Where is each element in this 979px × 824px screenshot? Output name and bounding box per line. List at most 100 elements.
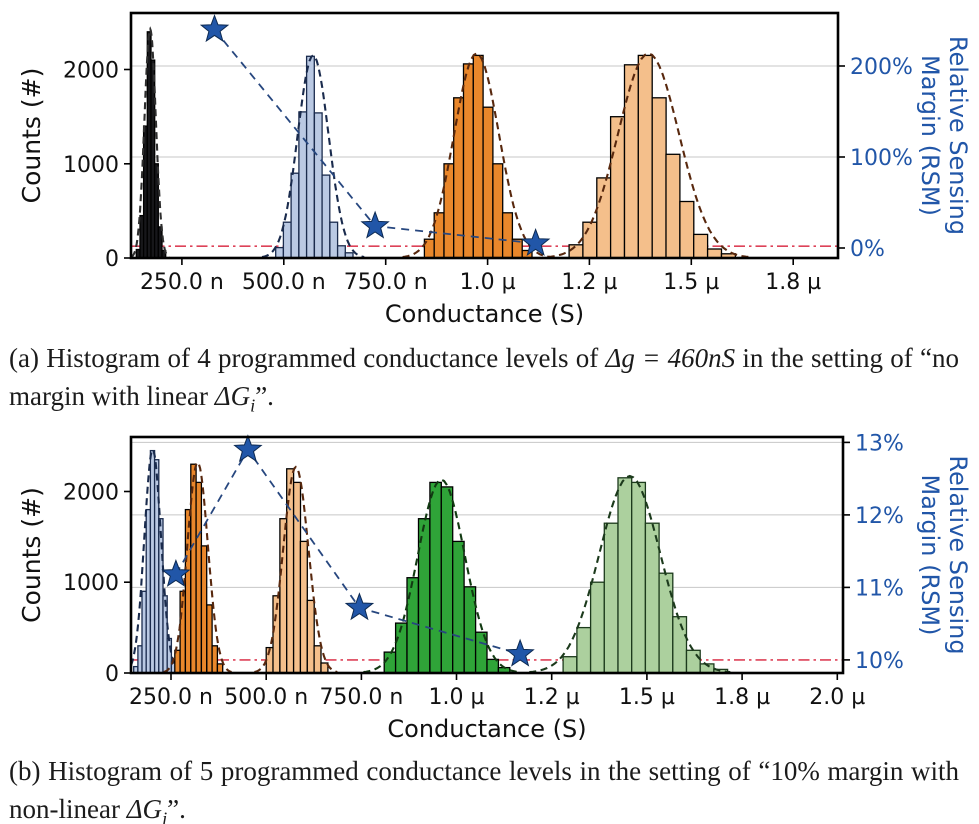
caption-b-text: (b) Histogram of 5 programmed conductanc…: [9, 755, 959, 824]
x-tick-label: 750.0 n: [344, 270, 428, 295]
counts-axis: 0 1000 2000 Counts (#): [17, 59, 131, 272]
histogram-bar: [394, 622, 408, 674]
counts-tick-label: 0: [105, 662, 119, 687]
rsm-star-marker: [360, 210, 390, 239]
rsm-star-marker: [161, 558, 191, 587]
gridlines: [131, 441, 843, 588]
rsm-tick-label: 12%: [855, 504, 904, 529]
histogram-level-4: [547, 52, 750, 259]
histogram-bar: [472, 54, 484, 259]
histogram-level-1: [130, 447, 181, 674]
x-axis: 250.0 n 500.0 n 750.0 n 1.0 µ 1.2 µ 1.5 µ 1.8 …: [140, 258, 821, 328]
x-axis: 250.0 n 500.0 n 750.0 n 1.0 µ 1.2 µ 1.5 µ 1.8 …: [129, 672, 865, 743]
histogram-level-5: [529, 474, 731, 674]
histogram-bar: [631, 481, 647, 674]
counts-tick-label: 2000: [63, 480, 119, 505]
histogram-bar: [279, 517, 288, 674]
rsm-star-marker: [520, 227, 551, 256]
x-tick-label: 1.0 µ: [429, 685, 485, 710]
histogram-level-3: [254, 465, 338, 674]
fit-curve-level-1: [130, 447, 181, 673]
x-tick-label: 1.8 µ: [714, 685, 770, 710]
histogram-bar: [275, 246, 285, 259]
histogram-bar: [582, 221, 598, 259]
histogram-bar: [576, 626, 592, 674]
histogram-bar: [501, 212, 514, 259]
caption-a-math-delta-G: ΔG: [214, 381, 251, 412]
histogram-bar: [452, 540, 465, 674]
histogram-bar: [190, 463, 197, 674]
x-tick-label: 1.0 µ: [460, 270, 516, 295]
fit-curve-level-4: [363, 478, 520, 673]
rsm-star-marker: [344, 592, 375, 621]
histogram-bar: [329, 221, 339, 259]
histogram-bar: [206, 604, 213, 674]
rsm-star-marker: [199, 14, 230, 43]
counts-axis-label: Counts (#): [17, 487, 46, 623]
histogram-level-2: [163, 460, 232, 674]
histogram-bar: [290, 172, 300, 259]
counts-axis: 0 1000 2000 Counts (#): [17, 480, 131, 687]
rsm-series: [199, 14, 551, 256]
histogram-bar: [623, 64, 640, 259]
rsm-series: [161, 434, 535, 667]
histogram-bar: [200, 545, 208, 674]
rsm-axis-label-line1: Relative Sensing: [944, 36, 972, 235]
histogram-bar: [462, 63, 474, 259]
histogram-bar: [216, 663, 224, 674]
rsm-tick-label: 0%: [850, 237, 885, 262]
histogram-bar: [406, 576, 420, 674]
histogram-bar: [562, 655, 578, 674]
histogram-bar: [486, 658, 500, 674]
histogram-bar: [568, 244, 584, 259]
caption-b-math-delta-G: ΔG: [126, 794, 163, 824]
counts-tick-label: 1000: [63, 571, 119, 596]
histogram-bar: [603, 522, 619, 674]
histogram-bar: [305, 55, 315, 259]
histogram-bar: [651, 97, 667, 259]
rsm-line: [175, 447, 521, 655]
histogram-bar: [617, 476, 633, 674]
rsm-star-marker: [233, 434, 263, 462]
histogram-bar: [482, 106, 494, 259]
histogram-bar: [306, 599, 315, 674]
histogram-bar: [589, 581, 605, 674]
counts-tick-label: 1000: [63, 153, 119, 178]
plot-border: [129, 11, 840, 260]
histogram-bar: [637, 54, 653, 259]
histogram-bar: [665, 153, 681, 259]
rsm-tick-label: 200%: [850, 55, 913, 80]
histogram-bar: [463, 585, 477, 674]
caption-b: (b) Histogram of 5 programmed conductanc…: [9, 755, 959, 824]
histogram-bar: [433, 212, 445, 259]
histogram-bar: [211, 644, 219, 674]
x-tick-label: 2.0 µ: [809, 685, 865, 710]
histogram-level-2: [261, 54, 365, 259]
chart-a-histogram-4-levels: 250.0 n 500.0 n 750.0 n 1.0 µ 1.2 µ 1.5 µ 1.8 …: [17, 11, 972, 328]
histogram-bar: [313, 644, 322, 674]
histogram-bar: [383, 651, 397, 674]
histogram-bar: [174, 649, 181, 674]
x-tick-label: 750.0 n: [319, 685, 403, 710]
histogram-bar: [195, 481, 203, 674]
histogram-bar: [644, 522, 660, 674]
histogram-level-1: [130, 26, 170, 259]
histogram-bar: [658, 572, 674, 674]
histogram-bar: [685, 649, 701, 674]
fit-curve-level-4: [547, 52, 750, 259]
counts-tick-label: 2000: [63, 59, 119, 84]
fit-curve-level-2: [163, 460, 232, 673]
histogram-bar: [286, 467, 295, 674]
histogram-level-4: [363, 478, 520, 674]
plot-border: [129, 435, 845, 675]
fit-curve-level-3: [254, 465, 338, 673]
caption-a: (a) Histogram of 4 programmed conductanc…: [9, 343, 959, 416]
histogram-bar: [693, 233, 709, 259]
counts-tick-label: 0: [105, 247, 119, 272]
histogram-bar: [706, 248, 723, 259]
caption-a-math-delta-g: Δg = 460nS: [605, 343, 736, 373]
rsm-axis-label-line2: Margin (RSM): [916, 55, 944, 216]
